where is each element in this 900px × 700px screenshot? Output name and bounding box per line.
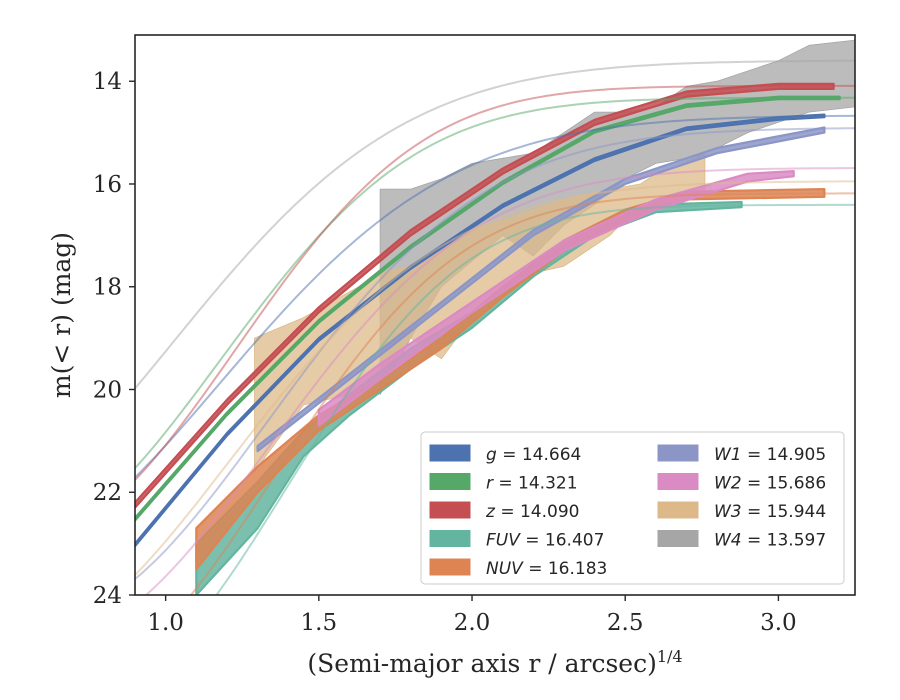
model-curve-z (135, 84, 855, 481)
model-curve-w2 (144, 167, 855, 595)
legend-label-w1: W1 = 14.905 (714, 445, 826, 465)
band-g (135, 113, 826, 548)
data-bands (135, 39, 855, 595)
x-tick-label: 2.0 (454, 610, 491, 636)
band-w2 (317, 170, 795, 427)
legend-label-g: g = 14.664 (486, 445, 581, 465)
x-axis-title: (Semi-major axis r / arcsec)1/4 (307, 647, 682, 678)
y-tick-label: 24 (93, 583, 122, 609)
band-w1 (256, 126, 826, 453)
legend-label-nuv: NUV = 16.183 (486, 559, 607, 579)
legend-swatch-g (429, 444, 471, 462)
legend-swatch-w2 (657, 473, 699, 490)
legend-swatch-w4 (657, 530, 699, 547)
y-tick-label: 22 (93, 480, 122, 506)
model-curve-nuv (189, 192, 855, 595)
legend-label-z: z = 14.090 (485, 502, 579, 522)
legend-swatch-nuv (429, 558, 471, 576)
legend-box (420, 431, 845, 585)
x-tick-label: 1.5 (301, 610, 338, 636)
y-tick-label: 18 (93, 275, 122, 301)
legend-swatch-w3 (657, 501, 699, 519)
legend-label-r: r = 14.321 (486, 474, 578, 494)
band-z (135, 82, 835, 509)
legend-label-w3: W3 = 15.944 (714, 502, 826, 522)
legend-label-fuv: FUV = 16.407 (486, 531, 604, 551)
model-curve-w1 (135, 127, 855, 580)
plot-frame (134, 34, 856, 596)
legend-swatch-fuv (429, 530, 471, 547)
legend-swatch-w1 (657, 444, 699, 462)
legend-swatch-z (429, 501, 471, 519)
model-curve-fuv (215, 203, 855, 595)
model-curve-g (135, 114, 855, 479)
legend-label-w4: W4 = 13.597 (714, 531, 826, 551)
y-tick-label: 20 (93, 377, 122, 403)
y-axis: 14 16 18 20 22 24 (93, 69, 135, 609)
x-tick-label: 3.0 (760, 610, 797, 636)
x-tick-label: 2.5 (607, 610, 644, 636)
y-tick-label: 16 (93, 172, 122, 198)
legend: g = 14.664 r = 14.321 z = 14.090 FUV = 16.4… (420, 431, 845, 585)
model-curves (135, 59, 855, 595)
x-tick-label: 1.0 (147, 610, 184, 636)
y-tick-label: 14 (93, 69, 122, 95)
legend-label-w2: W2 = 15.686 (714, 474, 826, 494)
x-axis: 1.0 1.5 2.0 2.5 3.0 (147, 595, 797, 636)
legend-swatch-r (429, 473, 471, 490)
model-curve-w4 (135, 59, 855, 390)
model-curve-r (135, 96, 855, 469)
model-curve-w3 (135, 180, 855, 576)
y-axis-title: m(< r) (mag) (47, 232, 76, 398)
